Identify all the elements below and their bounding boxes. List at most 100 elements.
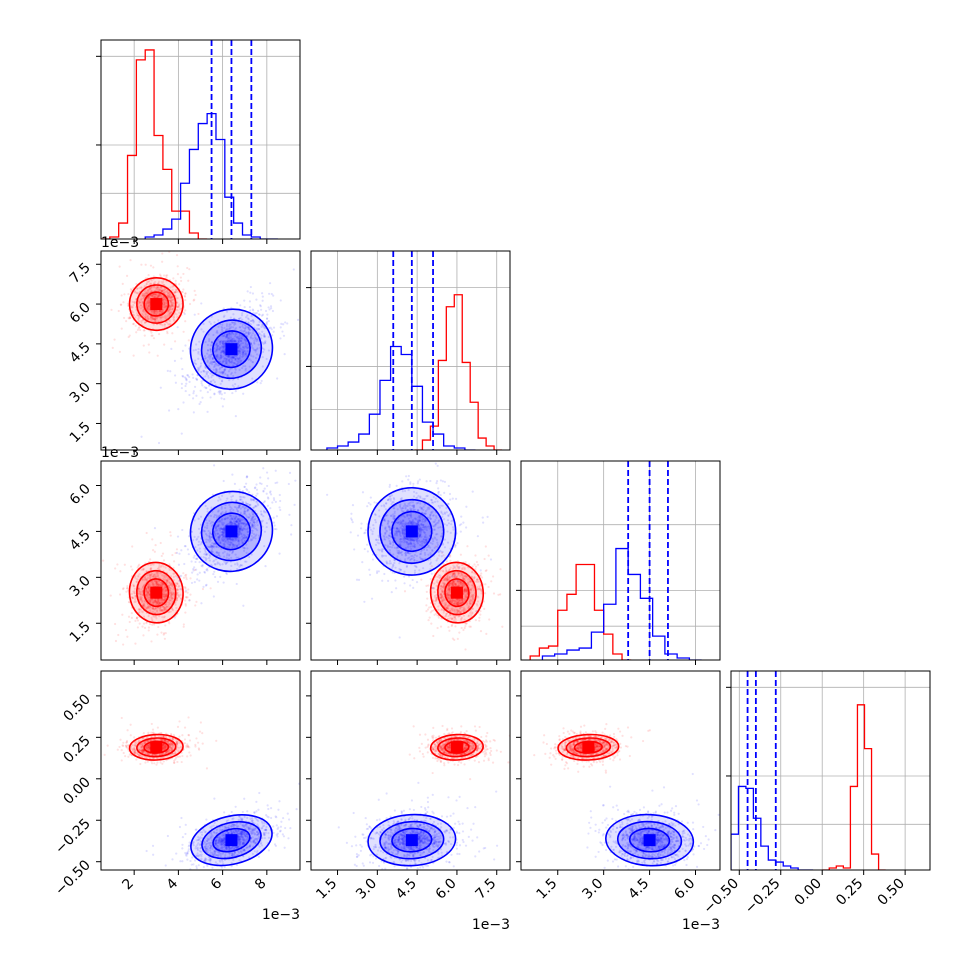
sample-point [164, 305, 167, 308]
sample-point [217, 523, 220, 526]
sample-point [162, 302, 166, 306]
sample-point [239, 527, 242, 530]
sample-point [188, 380, 191, 383]
sample-point [260, 512, 263, 516]
sample-point [160, 631, 163, 634]
sample-point [147, 585, 150, 588]
sample-point [232, 326, 235, 329]
sample-point [158, 603, 161, 606]
sample-point [480, 572, 483, 575]
sample-point [176, 582, 179, 586]
sample-point [209, 350, 213, 353]
sample-point [139, 595, 142, 598]
sample-point [214, 534, 217, 537]
sample-point [241, 323, 244, 326]
sample-point [219, 512, 223, 515]
sample-point [176, 301, 179, 304]
sample-point [164, 290, 167, 294]
sample-point [196, 537, 199, 540]
sample-point [150, 289, 153, 292]
sample-point [264, 309, 268, 313]
sample-point [237, 539, 240, 542]
sample-point [171, 597, 174, 600]
sample-point [231, 550, 235, 553]
sample-point [153, 296, 156, 299]
sample-point [172, 560, 176, 563]
sample-point [177, 408, 180, 411]
sample-point [122, 587, 125, 591]
sample-point [217, 525, 220, 528]
sample-point [212, 360, 215, 363]
sample-point [148, 596, 151, 600]
sample-point [167, 291, 170, 295]
sample-point [142, 585, 145, 588]
sample-point [485, 632, 488, 635]
sample-point [146, 595, 149, 598]
sample-point [256, 323, 259, 327]
sample-point [190, 581, 194, 585]
sample-point [138, 610, 141, 614]
sample-point [210, 380, 213, 383]
sample-point [206, 507, 209, 510]
sample-point [221, 405, 224, 408]
sample-point [259, 510, 263, 513]
sample-point [268, 518, 271, 521]
sample-point [231, 360, 234, 363]
y-tick-label: 1.5 [67, 419, 94, 446]
sample-point [257, 343, 260, 346]
sample-point [490, 580, 493, 583]
sample-point [257, 324, 260, 327]
sample-point [231, 356, 235, 359]
sample-point [221, 527, 224, 531]
sample-point [253, 334, 256, 337]
sample-point [222, 342, 225, 345]
sample-point [245, 331, 248, 335]
sample-point [210, 545, 213, 549]
sample-point [121, 282, 124, 285]
sample-point [142, 314, 145, 317]
sample-point [168, 586, 172, 590]
sample-point [224, 562, 228, 566]
sample-point [242, 549, 246, 552]
sample-point [213, 361, 216, 364]
sample-point [200, 302, 203, 305]
sample-point [258, 482, 262, 485]
sample-point [230, 556, 233, 559]
sample-point [230, 495, 233, 498]
sample-point [279, 299, 282, 302]
sample-point [204, 549, 207, 552]
sample-point [464, 648, 467, 651]
sample-point [157, 583, 160, 586]
sample-point [228, 323, 231, 326]
sample-point [130, 612, 133, 615]
sample-point [200, 542, 203, 545]
sample-point [248, 555, 251, 559]
sample-point [145, 302, 148, 305]
sample-point [269, 305, 273, 308]
sample-point [237, 506, 240, 509]
sample-point [163, 306, 166, 309]
sample-point [165, 593, 169, 596]
sample-point [253, 486, 257, 490]
sample-point [151, 665, 153, 667]
sample-point [151, 318, 154, 321]
sample-point [242, 354, 245, 358]
sample-point [165, 605, 169, 608]
sample-point [257, 313, 261, 316]
sample-point [191, 373, 194, 376]
sample-point [213, 360, 216, 364]
sample-point [288, 513, 291, 516]
sample-point [206, 545, 209, 548]
y-tick-label: 6.0 [67, 481, 94, 508]
sample-point [186, 266, 189, 270]
sample-point [238, 521, 242, 524]
sample-point [220, 533, 224, 536]
sample-point [203, 547, 206, 550]
sample-point [242, 330, 246, 333]
sample-point [238, 531, 241, 534]
sample-point [369, 503, 372, 506]
sample-point [156, 286, 159, 289]
sample-point [147, 626, 151, 629]
sample-point [161, 601, 164, 604]
sample-point [249, 337, 253, 340]
